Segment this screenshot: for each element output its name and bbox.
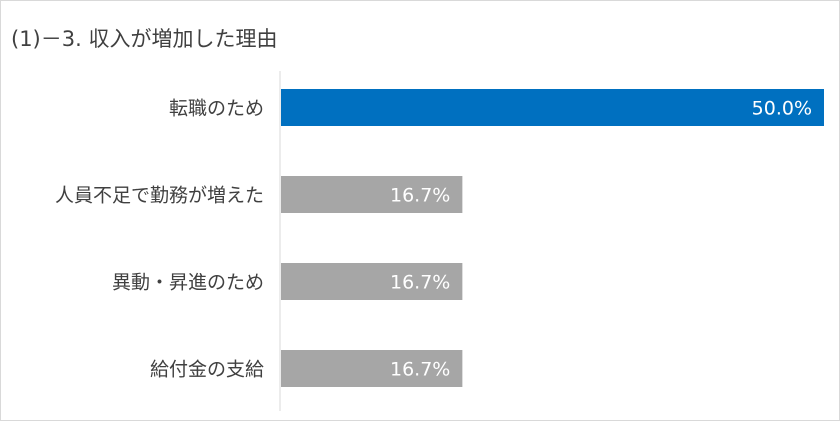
data-label-3: 16.7%	[390, 359, 450, 381]
data-label-1: 16.7%	[390, 185, 450, 207]
bar-3	[281, 350, 463, 387]
bar-2	[281, 263, 463, 300]
bar-1	[281, 176, 463, 213]
category-label-0: 転職のため	[169, 98, 264, 120]
data-label-0: 50.0%	[752, 98, 812, 120]
category-label-1: 人員不足で勤務が増えた	[55, 185, 264, 207]
category-label-3: 給付金の支給	[150, 359, 264, 381]
category-label-2: 異動・昇進のため	[112, 272, 264, 294]
chart-title: (1)－3. 収入が増加した理由	[11, 27, 278, 51]
bar-0	[281, 89, 824, 126]
data-label-2: 16.7%	[390, 272, 450, 294]
